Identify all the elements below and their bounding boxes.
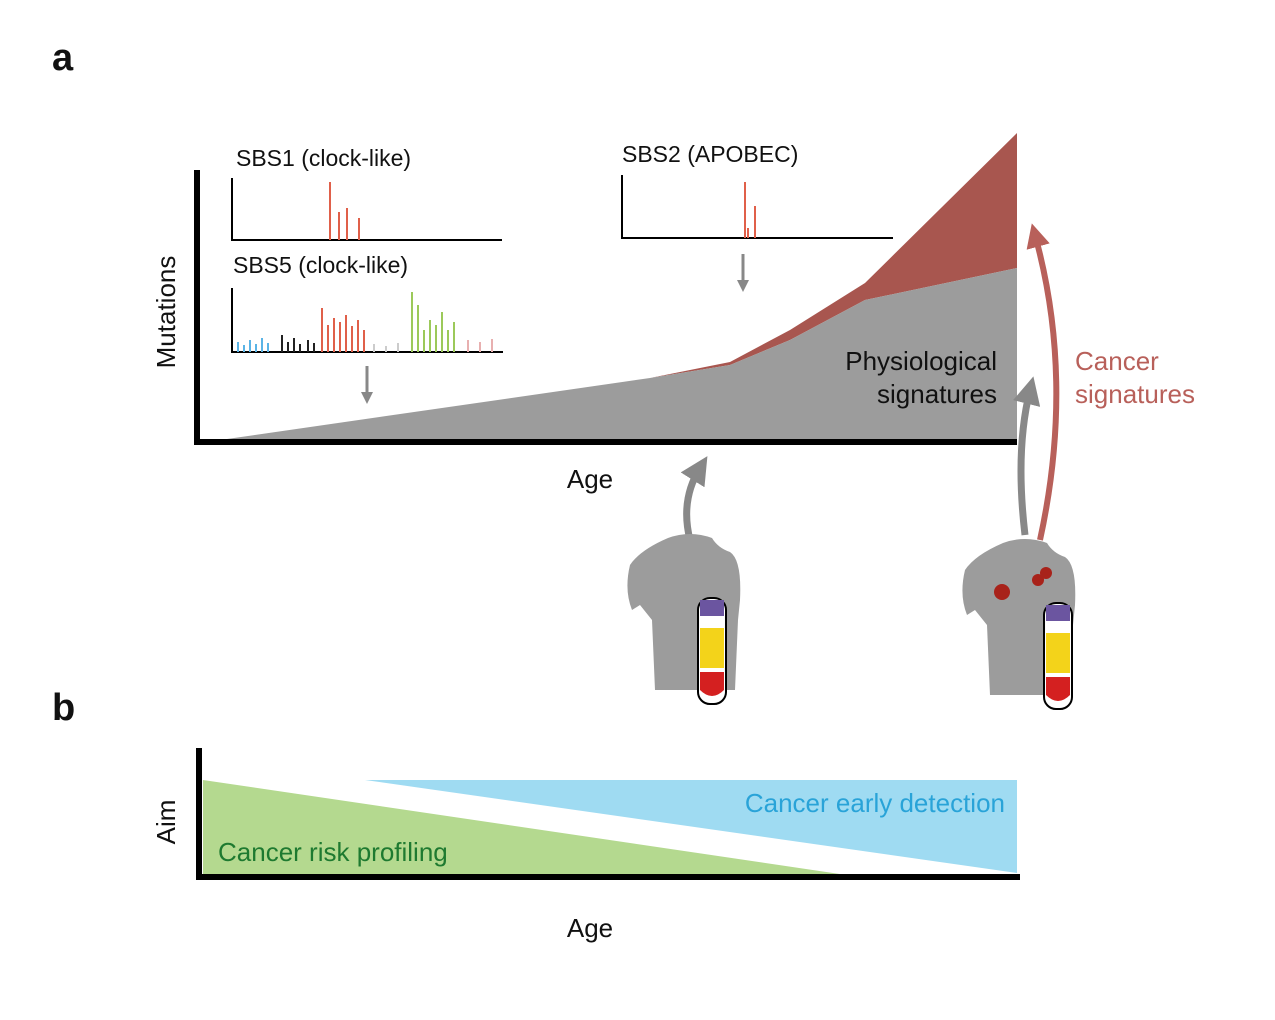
cancer-label: signatures bbox=[1075, 379, 1195, 409]
physiological-area bbox=[220, 268, 1017, 440]
detection-area bbox=[365, 780, 1017, 873]
spectrum-bars bbox=[329, 182, 360, 240]
inset-title: SBS5 (clock-like) bbox=[233, 252, 408, 278]
arrow bbox=[1026, 223, 1060, 541]
blood-tube bbox=[1043, 602, 1073, 710]
physiological-label: Physiological bbox=[845, 346, 997, 376]
arrow bbox=[1013, 376, 1041, 536]
spectrum-bars bbox=[237, 292, 493, 352]
panel-label: b bbox=[52, 687, 75, 729]
spectrum-bars bbox=[744, 182, 756, 238]
tumor bbox=[1040, 567, 1052, 579]
inset-title: SBS1 (clock-like) bbox=[236, 145, 411, 171]
cancer-area bbox=[650, 133, 1017, 378]
tumor bbox=[994, 584, 1010, 600]
arrow bbox=[680, 456, 708, 541]
x-axis-label: Age bbox=[567, 913, 613, 943]
inset-axes bbox=[231, 178, 502, 241]
inset-axes bbox=[621, 175, 893, 239]
cancer-label: Cancer bbox=[1075, 346, 1159, 376]
risk-label: Cancer risk profiling bbox=[218, 837, 448, 867]
tumor bbox=[1032, 574, 1044, 586]
inset-axes bbox=[231, 288, 503, 353]
risk-area bbox=[203, 780, 860, 877]
detection-label: Cancer early detection bbox=[745, 788, 1005, 818]
blood-tube bbox=[697, 597, 727, 705]
inset-title: SBS2 (APOBEC) bbox=[622, 141, 798, 167]
panel-label: a bbox=[52, 37, 74, 79]
y-axis-label: Aim bbox=[151, 800, 181, 845]
physiological-label: signatures bbox=[877, 379, 997, 409]
y-axis-label: Mutations bbox=[151, 256, 181, 369]
x-axis-label: Age bbox=[567, 464, 613, 494]
